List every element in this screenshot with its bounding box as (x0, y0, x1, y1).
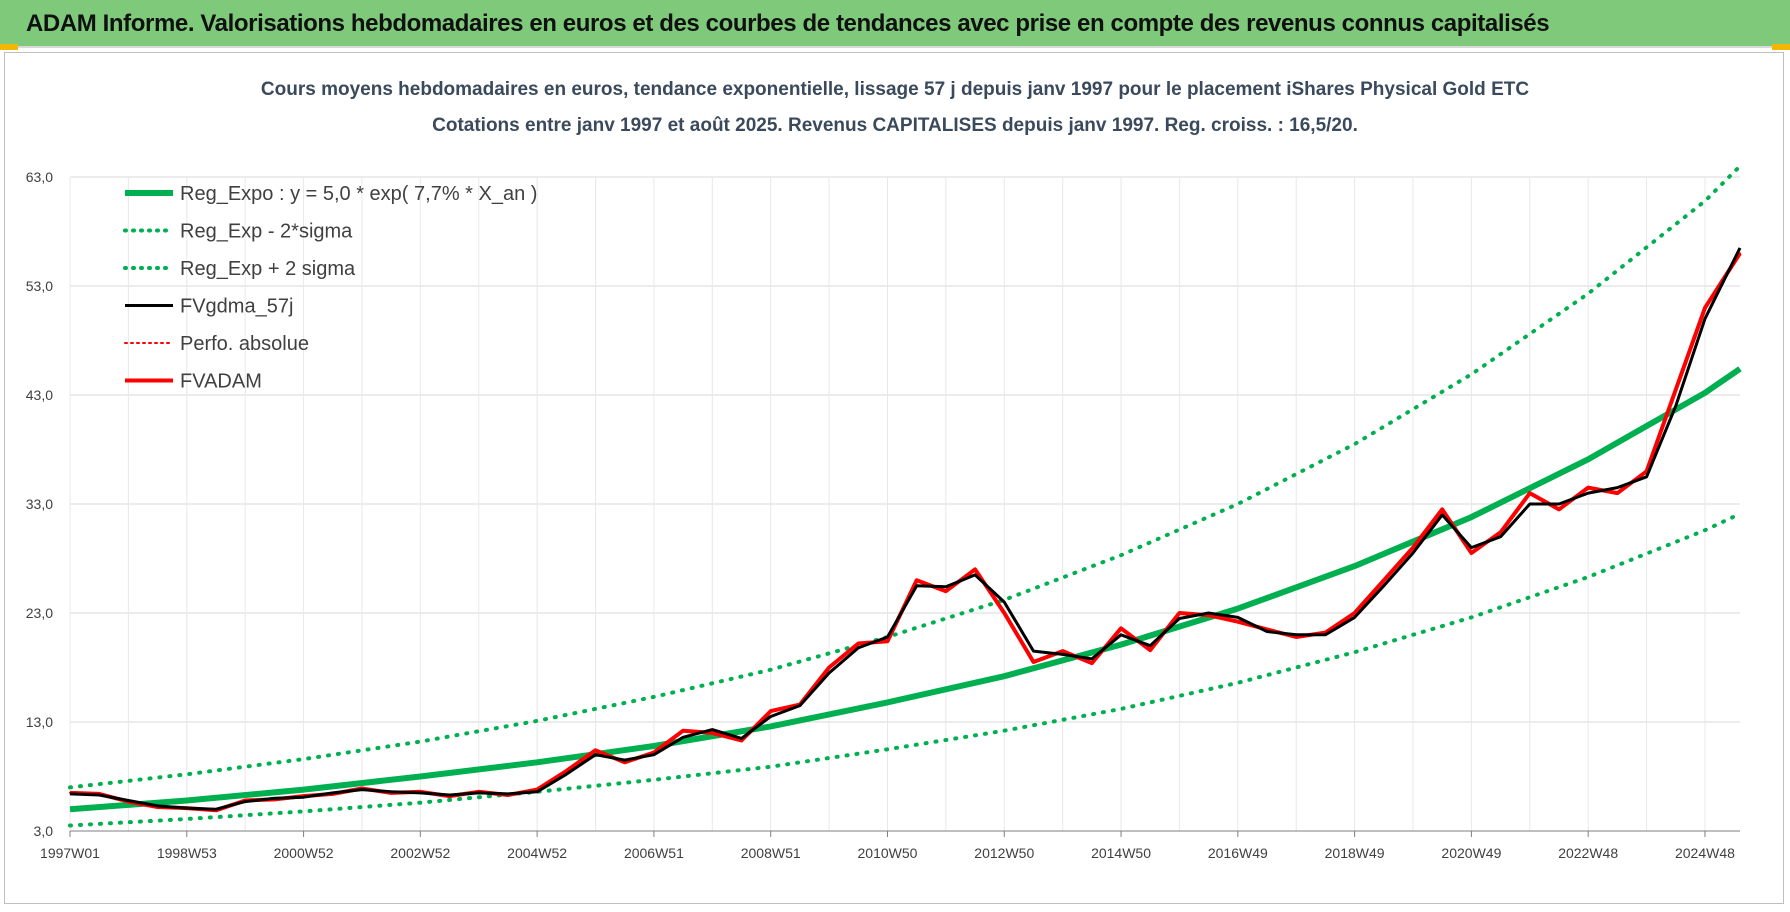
legend-label: Reg_Exp - 2*sigma (180, 221, 353, 243)
y-tick-label: 13,0 (26, 714, 53, 730)
y-axis: 3,0 13,0 23,0 33,0 43,0 53,0 63,0 (26, 169, 53, 839)
header-banner: ADAM Informe. Valorisations hebdomadaire… (0, 0, 1790, 48)
x-axis: 1997W01 1998W53 2000W52 2002W52 2004W52 2006W… (40, 830, 1740, 861)
x-tick-label: 2004W52 (507, 845, 567, 861)
legend-label: Perfo. absolue (180, 333, 309, 355)
y-tick-label: 23,0 (26, 605, 53, 621)
x-tick-label: 2006W51 (624, 845, 684, 861)
x-tick-label: 2020W49 (1441, 845, 1501, 861)
legend-label: FVgdma_57j (180, 296, 293, 318)
y-tick-label: 43,0 (26, 387, 53, 403)
series-line-1 (68, 511, 1742, 828)
y-tick-label: 63,0 (26, 169, 53, 185)
x-tick-label: 2012W50 (974, 845, 1034, 861)
x-tick-label: 2010W50 (858, 845, 918, 861)
series-layer (68, 164, 1742, 828)
x-tick-label: 2022W48 (1558, 845, 1618, 861)
x-tick-label: 1997W01 (40, 845, 100, 861)
series-line-0 (69, 366, 1742, 813)
legend: Reg_Expo : y = 5,0 * exp( 7,7% * X_an ) R… (123, 183, 537, 393)
chart-subtitle: Cotations entre janv 1997 et août 2025. … (432, 115, 1358, 136)
x-tick-label: 2008W51 (741, 845, 801, 861)
x-tick-label: 2000W52 (274, 845, 334, 861)
y-tick-label: 53,0 (26, 278, 53, 294)
corner-mark-top-left (0, 44, 18, 50)
legend-label: Reg_Expo : y = 5,0 * exp( 7,7% * X_an ) (180, 183, 537, 205)
x-tick-label: 2016W49 (1208, 845, 1268, 861)
chart-frame (4, 52, 1784, 904)
x-tick-label: 2002W52 (390, 845, 450, 861)
legend-label: FVADAM (180, 371, 262, 393)
x-tick-label: 2018W49 (1325, 845, 1385, 861)
chart-title: Cours moyens hebdomadaires en euros, ten… (261, 79, 1529, 100)
y-tick-label: 33,0 (26, 496, 53, 512)
corner-mark-top-right (1772, 44, 1790, 50)
grid (69, 176, 1740, 832)
x-tick-label: 1998W53 (157, 845, 217, 861)
x-tick-label: 2014W50 (1091, 845, 1151, 861)
y-tick-label: 3,0 (34, 823, 54, 839)
series-line-4 (69, 252, 1741, 812)
legend-label: Reg_Exp + 2 sigma (180, 258, 356, 280)
x-tick-label: 2024W48 (1675, 845, 1735, 861)
series-line-5 (69, 252, 1742, 813)
page-title: ADAM Informe. Valorisations hebdomadaire… (26, 10, 1550, 37)
series-line-3 (69, 247, 1742, 811)
